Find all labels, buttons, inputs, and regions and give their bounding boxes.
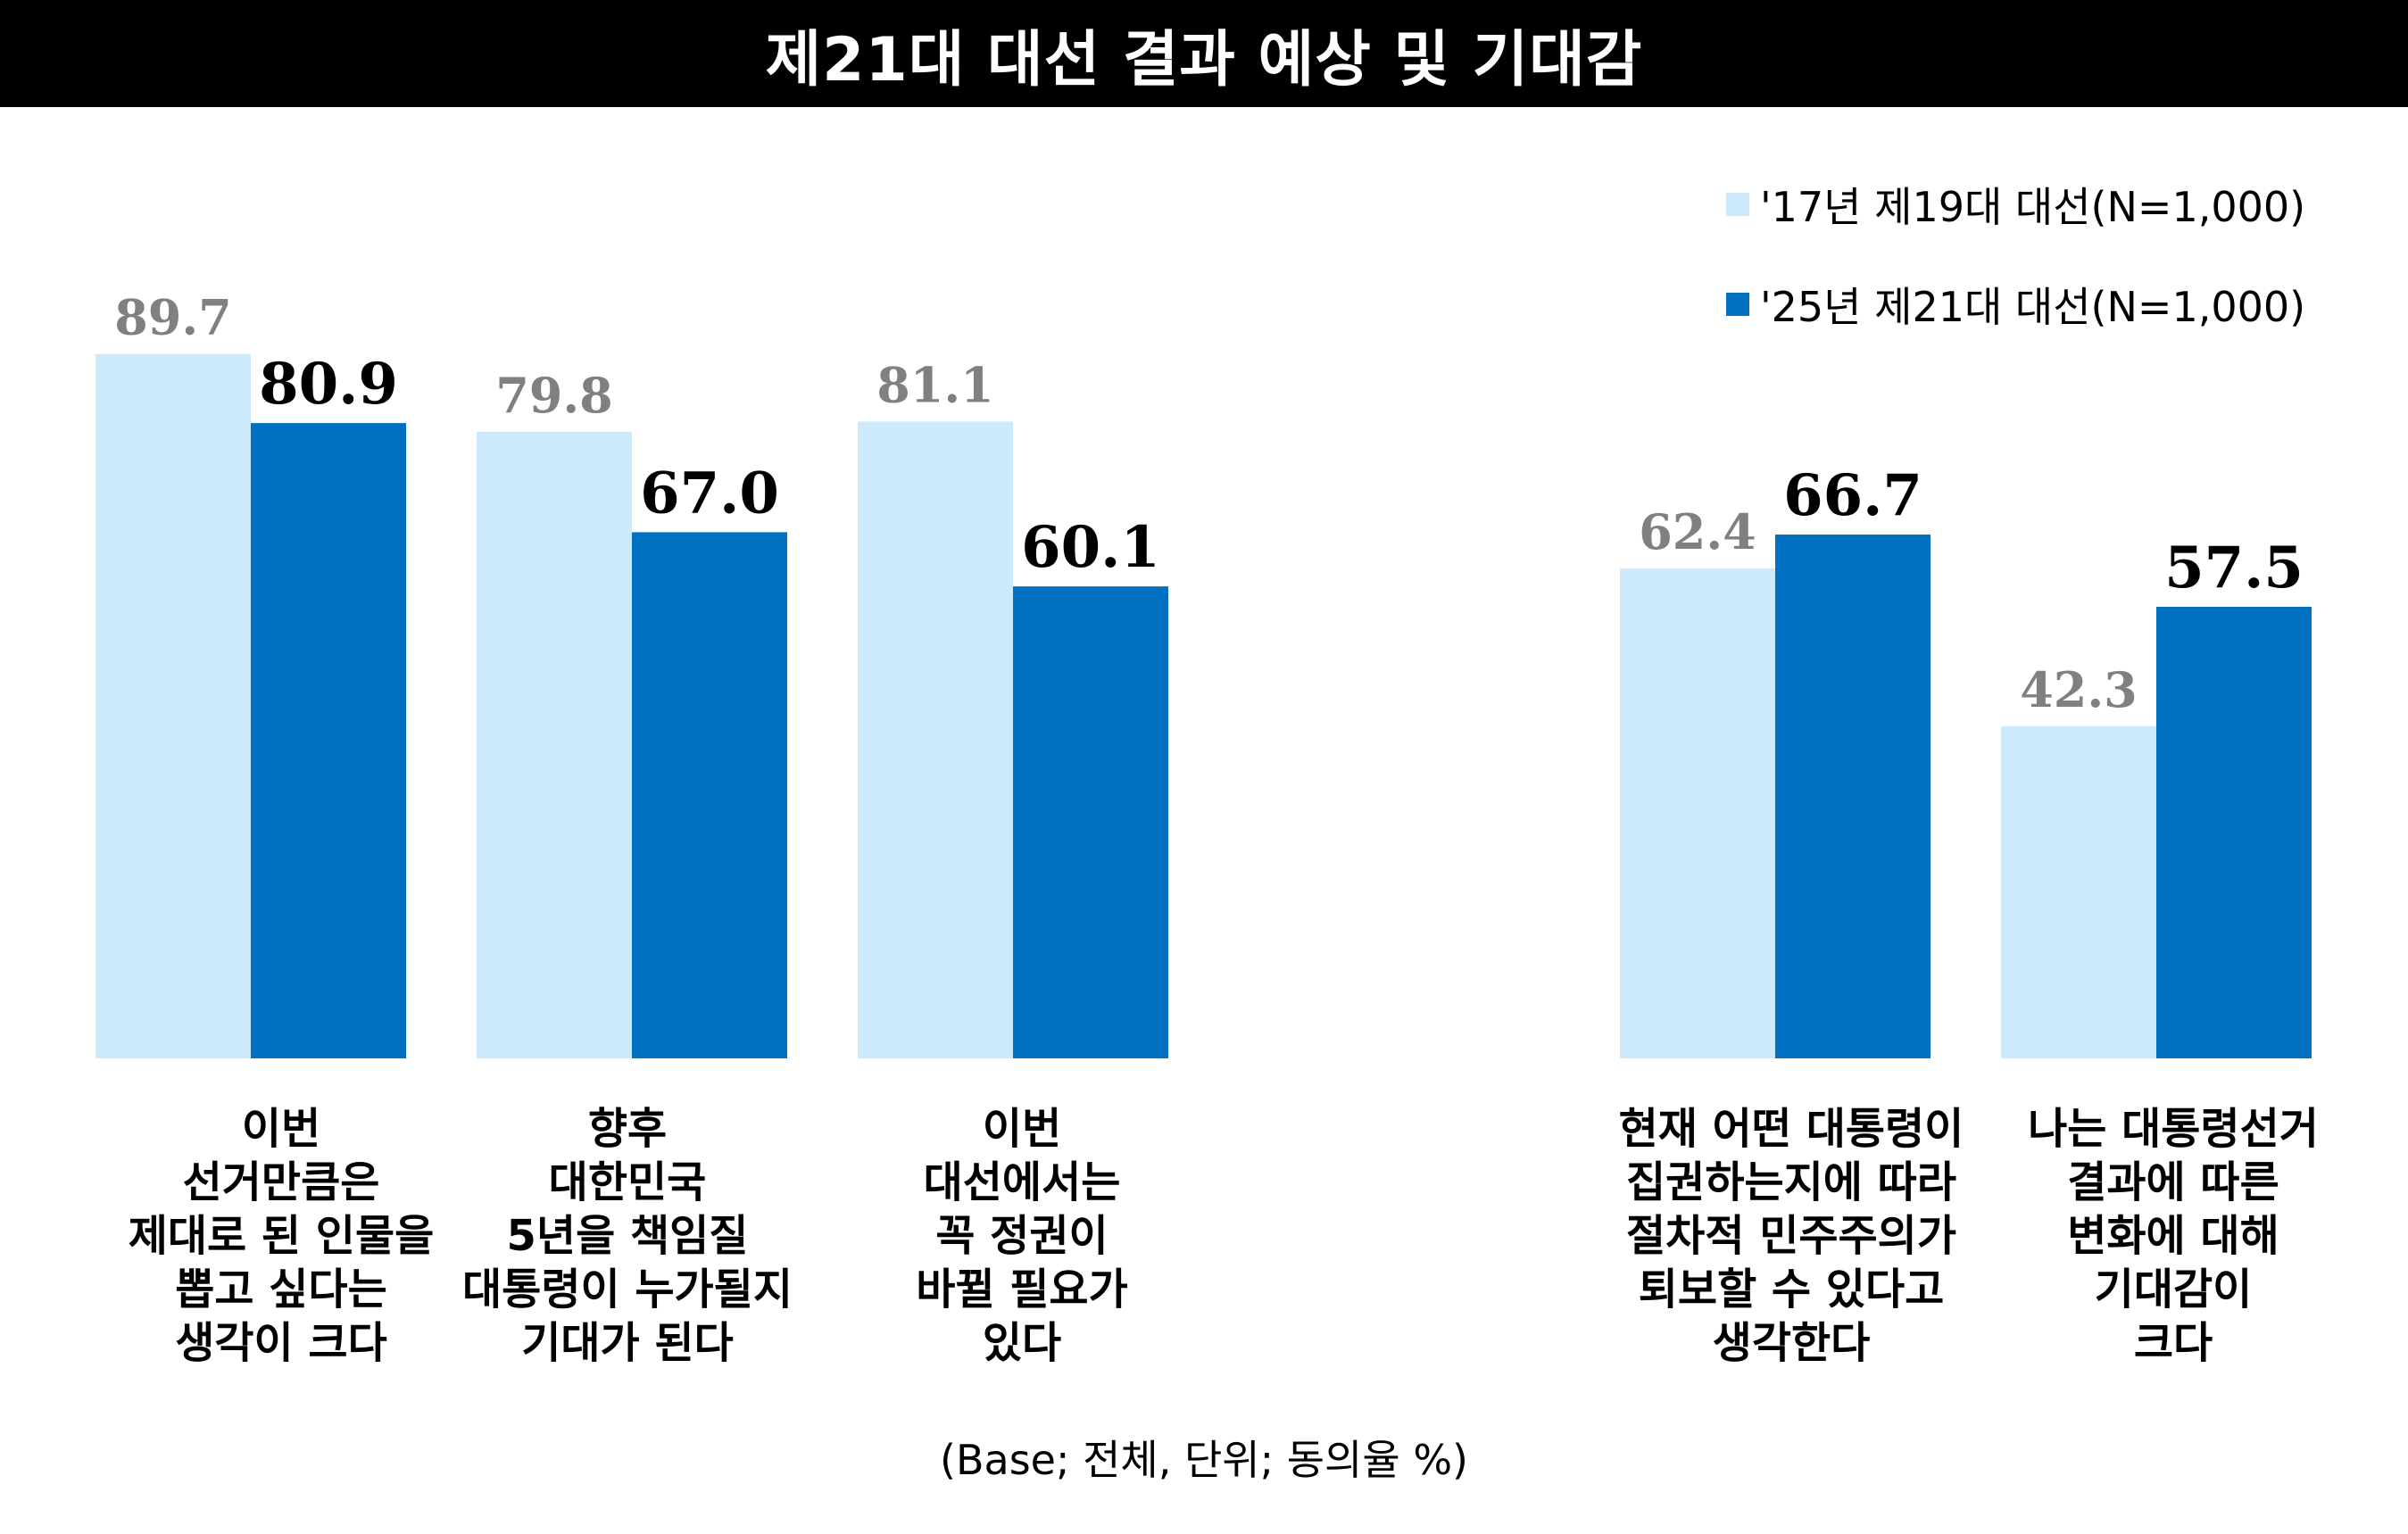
chart-title-bar: 제21대 대선 결과 예상 및 기대감 [0,0,2408,107]
category-label: 이번 대선에서는 꼭 정권이 바뀔 필요가 있다 [916,1104,1128,1368]
data-label-2017: 42.3 [2020,661,2138,718]
legend-label-2017: '17년 제19대 대선(N=1,000) [1760,183,2306,231]
chart-title: 제21대 대선 결과 예상 및 기대감 [765,24,1643,95]
bar-2017 [1620,568,1775,1058]
bar-2025 [1775,535,1931,1058]
data-label-2017: 89.7 [114,289,232,346]
data-label-2017: 79.8 [495,367,613,424]
legend-label-2025: '25년 제21대 대선(N=1,000) [1760,283,2306,331]
category-label: 향후 대한민국 5년을 책임질 대통령이 누가될지 기대가 된다 [462,1104,793,1368]
bar-2025 [1013,586,1168,1058]
bar-2025 [632,532,787,1058]
bar-2017 [2001,726,2156,1058]
data-label-2025: 67.0 [640,460,779,527]
data-label-2025: 80.9 [259,351,398,418]
bar-2025 [2156,607,2312,1058]
legend-item-2025: '25년 제21대 대선(N=1,000) [1726,275,2305,334]
category-label: 나는 대통령선거 결과에 따른 변화에 대해 기대감이 크다 [2028,1104,2319,1368]
bar-2017 [95,353,251,1058]
data-label-2025: 60.1 [1021,514,1160,581]
legend-swatch-2025 [1726,293,1749,316]
bar-2025 [251,423,406,1059]
data-label-2025: 57.5 [2164,535,2304,601]
bar-2017 [858,421,1013,1058]
data-label-2017: 81.1 [876,356,994,413]
category-label: 현재 어떤 대통령이 집권하는지에 따라 절차적 민주주의가 퇴보할 수 있다고… [1618,1104,1964,1368]
base-note: (Base; 전체, 단위; 동의율 %) [940,1436,1468,1484]
legend-swatch-2017 [1726,193,1749,216]
data-label-2017: 62.4 [1639,503,1756,560]
category-label: 이번 선거만큼은 제대로 된 인물을 뽑고 싶다는 생각이 크다 [128,1104,435,1368]
legend-item-2017: '17년 제19대 대선(N=1,000) [1726,175,2305,234]
data-label-2025: 66.7 [1783,462,1922,529]
bar-2017 [477,431,632,1058]
